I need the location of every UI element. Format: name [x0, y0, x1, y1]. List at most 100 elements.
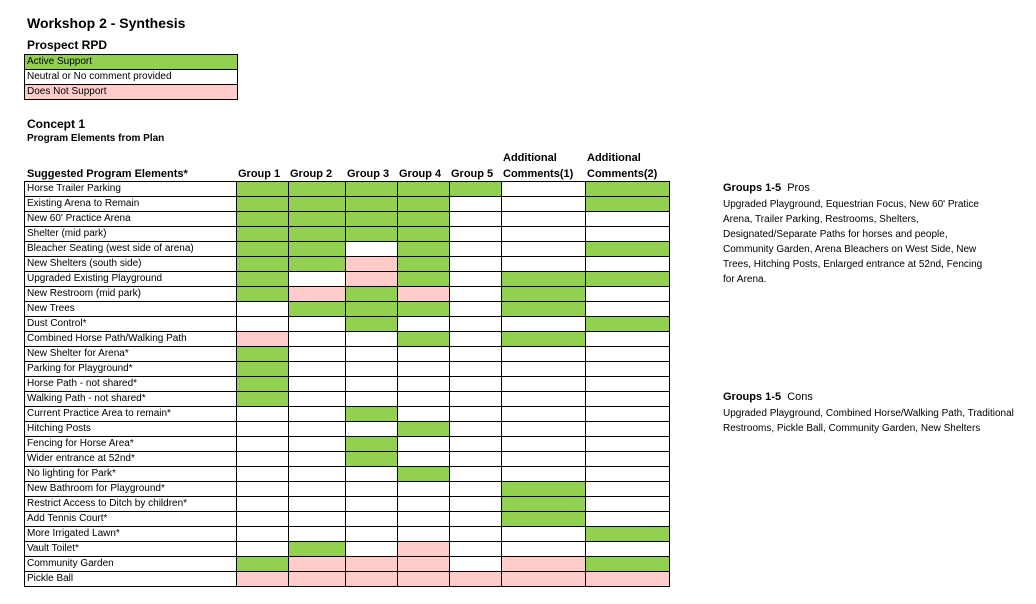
row-label: No lighting for Park*	[24, 466, 237, 482]
row-label: Shelter (mid park)	[24, 226, 237, 242]
cell-additional-2	[585, 226, 670, 242]
cell-group-4	[397, 451, 450, 467]
cell-group-2	[288, 466, 346, 482]
table-row: New Trees	[24, 301, 670, 317]
cell-group-1	[236, 436, 289, 452]
row-label: New Trees	[24, 301, 237, 317]
cell-group-2	[288, 511, 346, 527]
cell-group-1	[236, 496, 289, 512]
cell-additional-2	[585, 211, 670, 227]
table-row: Wider entrance at 52nd*	[24, 451, 670, 467]
cell-additional-2	[585, 556, 670, 572]
row-label: Community Garden	[24, 556, 237, 572]
legend-does-not-support: Does Not Support	[25, 85, 237, 99]
row-label: Add Tennis Court*	[24, 511, 237, 527]
row-label: New 60' Practice Arena	[24, 211, 237, 227]
row-label: Horse Path - not shared*	[24, 376, 237, 392]
table-row: Bleacher Seating (west side of arena)	[24, 241, 670, 257]
header-group-2: Group 2	[290, 168, 333, 180]
cell-group-4	[397, 436, 450, 452]
cell-additional-2	[585, 511, 670, 527]
cell-group-3	[345, 286, 398, 302]
cell-group-1	[236, 196, 289, 212]
cell-additional-2	[585, 526, 670, 542]
cell-additional-2	[585, 331, 670, 347]
row-label: New Bathroom for Playground*	[24, 481, 237, 497]
cell-group-4	[397, 571, 450, 587]
header-group-1: Group 1	[238, 168, 281, 180]
table-row: Horse Trailer Parking	[24, 181, 670, 197]
table-row: Add Tennis Court*	[24, 511, 670, 527]
cell-group-5	[449, 556, 502, 572]
cell-group-3	[345, 256, 398, 272]
cell-group-5	[449, 316, 502, 332]
row-label: Walking Path - not shared*	[24, 391, 237, 407]
cell-additional-1	[501, 301, 586, 317]
cell-additional-2	[585, 496, 670, 512]
cell-group-5	[449, 331, 502, 347]
cell-group-3	[345, 451, 398, 467]
cell-additional-1	[501, 556, 586, 572]
table-row: Walking Path - not shared*	[24, 391, 670, 407]
row-label: Combined Horse Path/Walking Path	[24, 331, 237, 347]
page-subtitle: Prospect RPD	[27, 38, 108, 52]
header-elements: Suggested Program Elements*	[27, 168, 188, 180]
legend-active-support: Active Support	[25, 55, 237, 70]
cell-group-5	[449, 181, 502, 197]
cell-group-3	[345, 421, 398, 437]
cons-heading-label: Cons	[787, 391, 813, 403]
cell-additional-2	[585, 541, 670, 557]
cell-group-5	[449, 391, 502, 407]
table-row: Shelter (mid park)	[24, 226, 670, 242]
row-label: Wider entrance at 52nd*	[24, 451, 237, 467]
row-label: Current Practice Area to remain*	[24, 406, 237, 422]
row-label: Fencing for Horse Area*	[24, 436, 237, 452]
cell-group-1	[236, 541, 289, 557]
row-label: Parking for Playground*	[24, 361, 237, 377]
cell-group-1	[236, 406, 289, 422]
cell-additional-1	[501, 211, 586, 227]
cell-additional-1	[501, 391, 586, 407]
cell-group-4	[397, 466, 450, 482]
cell-group-2	[288, 211, 346, 227]
cell-group-3	[345, 391, 398, 407]
cell-group-3	[345, 571, 398, 587]
legend: Active Support Neutral or No comment pro…	[24, 54, 238, 100]
cell-group-5	[449, 241, 502, 257]
cell-additional-1	[501, 571, 586, 587]
cell-group-2	[288, 271, 346, 287]
cell-group-1	[236, 181, 289, 197]
table-row: New Shelter for Arena*	[24, 346, 670, 362]
cell-group-2	[288, 196, 346, 212]
cell-additional-1	[501, 361, 586, 377]
cons-line: Restrooms, Pickle Ball, Community Garden…	[723, 423, 981, 434]
cell-additional-2	[585, 466, 670, 482]
cell-additional-2	[585, 421, 670, 437]
cell-group-4	[397, 361, 450, 377]
cell-group-4	[397, 286, 450, 302]
table-row: New Restroom (mid park)	[24, 286, 670, 302]
cell-group-1	[236, 331, 289, 347]
cell-additional-1	[501, 466, 586, 482]
cell-group-5	[449, 226, 502, 242]
cell-group-5	[449, 451, 502, 467]
pros-line: Community Garden, Arena Bleachers on Wes…	[723, 244, 977, 255]
cell-group-4	[397, 211, 450, 227]
cell-group-5	[449, 541, 502, 557]
cell-group-2	[288, 526, 346, 542]
cell-group-3	[345, 226, 398, 242]
page-title: Workshop 2 - Synthesis	[27, 15, 186, 31]
cell-group-1	[236, 256, 289, 272]
cell-additional-2	[585, 316, 670, 332]
cell-group-4	[397, 301, 450, 317]
cell-group-2	[288, 361, 346, 377]
cell-group-5	[449, 571, 502, 587]
cell-group-4	[397, 316, 450, 332]
cons-line: Upgraded Playground, Combined Horse/Walk…	[723, 408, 1014, 419]
pros-heading-label: Pros	[787, 182, 810, 194]
cell-group-2	[288, 391, 346, 407]
cell-group-2	[288, 181, 346, 197]
cell-group-3	[345, 331, 398, 347]
cell-group-3	[345, 376, 398, 392]
cell-group-2	[288, 376, 346, 392]
